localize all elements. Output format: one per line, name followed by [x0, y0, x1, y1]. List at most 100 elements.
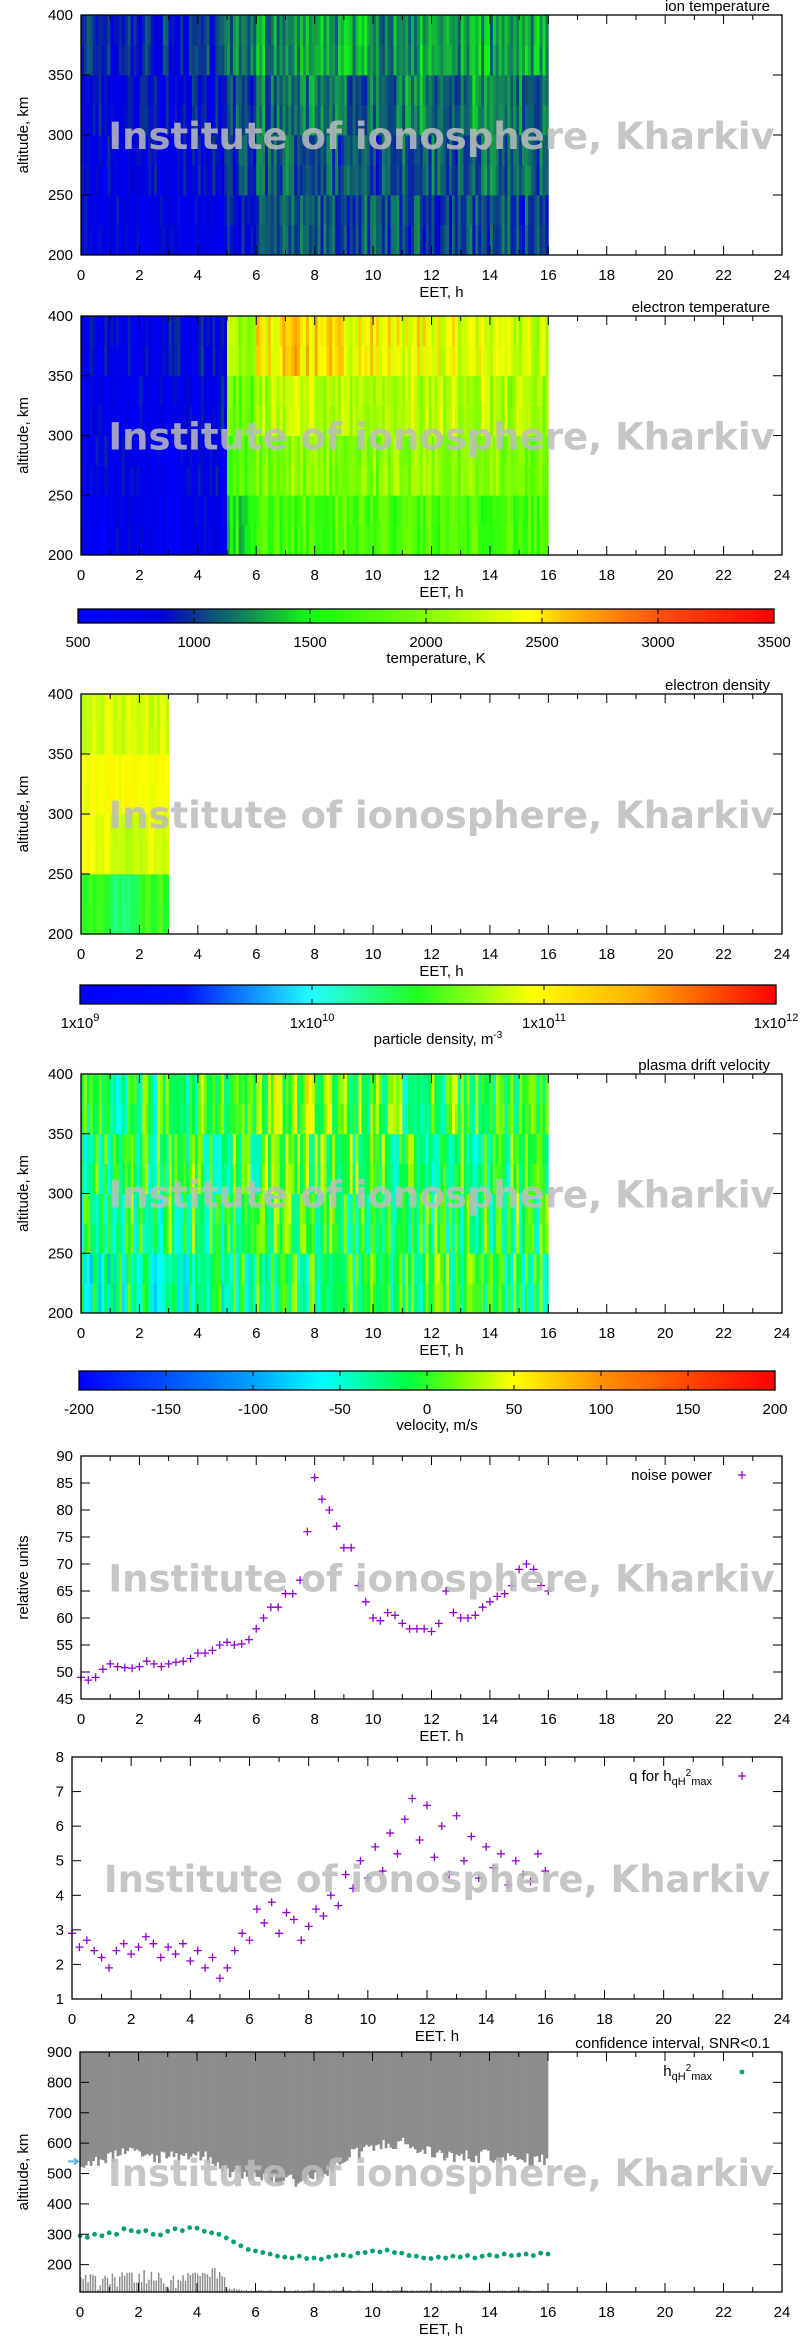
heatmap-cell	[142, 1163, 146, 1194]
confidence-lower-bar	[167, 2288, 170, 2292]
heatmap-cell	[121, 844, 126, 875]
heatmap-cell	[183, 75, 187, 106]
heatmap-cell	[416, 195, 421, 226]
heatmap-cell	[133, 225, 137, 256]
heatmap-cell	[285, 375, 289, 407]
heatmap-cell	[116, 814, 120, 845]
heatmap-cell	[428, 75, 432, 106]
heatmap-cell	[545, 1133, 549, 1165]
heatmap-cell	[86, 1283, 91, 1314]
heatmap-cell	[282, 1283, 286, 1314]
heatmap-cell	[203, 405, 207, 436]
heatmap-cell	[510, 165, 514, 196]
heatmap-cell	[486, 105, 491, 136]
heatmap-cell	[367, 105, 371, 136]
heatmap-cell	[189, 225, 193, 256]
heatmap-cell	[513, 105, 517, 136]
heatmap-cell	[165, 1103, 170, 1135]
heatmap-cell	[165, 784, 170, 815]
heatmap-cell	[118, 1133, 123, 1165]
heatmap-cell	[95, 904, 99, 935]
heatmap-cell	[305, 1223, 310, 1254]
heatmap-cell	[259, 105, 263, 136]
heatmap-cell	[524, 1074, 529, 1105]
heatmap-cell	[171, 105, 175, 136]
confidence-upper-bar	[231, 2052, 234, 2172]
heatmap-cell	[89, 724, 94, 755]
heatmap-cell	[481, 225, 485, 256]
heatmap-cell	[130, 375, 134, 407]
heatmap-cell	[413, 135, 418, 166]
heatmap-cell	[294, 105, 298, 136]
confidence-upper-bar	[206, 2052, 210, 2164]
confidence-lower-bar	[84, 2274, 87, 2292]
heatmap-cell	[145, 45, 149, 76]
heatmap-cell	[376, 405, 380, 436]
colorbar-gradient	[79, 984, 777, 1005]
heatmap-cell	[305, 316, 310, 347]
heatmap-cell	[124, 135, 129, 166]
heatmap-cell	[393, 1193, 397, 1224]
data-point	[171, 1950, 180, 1959]
heatmap-cell	[332, 316, 336, 347]
heatmap-cell	[256, 15, 260, 46]
heatmap-cell	[282, 435, 286, 466]
heatmap-cell	[533, 465, 538, 496]
heatmap-cell	[498, 105, 502, 136]
heatmap-cell	[422, 405, 427, 436]
heatmap-cell	[314, 195, 318, 226]
confidence-lower-bar	[206, 2274, 209, 2292]
heatmap-cell	[232, 1253, 237, 1284]
heatmap-cell	[373, 15, 377, 46]
heatmap-cell	[110, 1103, 114, 1135]
heatmap-cell	[326, 465, 330, 496]
heatmap-cell	[200, 525, 205, 556]
heatmap-cell	[527, 405, 532, 436]
heatmap-cell	[449, 15, 453, 46]
heatmap-cell	[408, 345, 412, 377]
heatmap-cell	[428, 105, 432, 136]
confidence-upper-bar	[221, 2052, 225, 2172]
heatmap-cell	[121, 784, 126, 815]
heatmap-cell	[475, 1074, 479, 1105]
heatmap-cell	[317, 345, 321, 377]
heatmap-cell	[259, 1223, 263, 1254]
heatmap-cell	[279, 105, 283, 136]
heatmap-cell	[402, 225, 406, 256]
heatmap-cell	[270, 1253, 275, 1284]
heatmap-cell	[294, 1074, 298, 1105]
heatmap-cell	[139, 1163, 143, 1194]
heatmap-cell	[533, 1163, 538, 1194]
heatmap-cell	[180, 1163, 184, 1194]
heatmap-cell	[381, 165, 386, 196]
heatmap-cell	[156, 15, 161, 46]
heatmap-cell	[320, 1223, 324, 1254]
heatmap-cell	[492, 225, 497, 256]
y-tick-label: 200	[48, 547, 73, 564]
heatmap-cell	[171, 195, 175, 226]
heatmap-cell	[107, 1253, 111, 1284]
heatmap-cell	[265, 465, 269, 496]
heatmap-cell	[86, 1193, 91, 1224]
heatmap-cell	[478, 165, 482, 196]
heatmap-cell	[86, 195, 91, 226]
y-tick-label: 65	[56, 1583, 73, 1600]
heatmap-cell	[516, 1103, 520, 1135]
data-point	[179, 1657, 188, 1666]
heatmap-cell	[133, 105, 137, 136]
heatmap-cell	[530, 495, 535, 526]
heatmap-cell	[95, 105, 99, 136]
heatmap-cell	[191, 465, 196, 496]
heatmap-cell	[81, 1283, 85, 1314]
heatmap-cell	[294, 1133, 298, 1165]
x-tick-label: 8	[310, 567, 318, 584]
heatmap-cell	[145, 814, 149, 845]
heatmap-cell	[472, 1133, 476, 1165]
heatmap-cell	[434, 1074, 438, 1105]
heatmap-cell	[118, 1163, 123, 1194]
heatmap-cell	[124, 375, 129, 407]
heatmap-cell	[516, 1163, 520, 1194]
heatmap-cell	[443, 1103, 447, 1135]
heatmap-cell	[367, 165, 371, 196]
heatmap-cell	[89, 45, 94, 76]
